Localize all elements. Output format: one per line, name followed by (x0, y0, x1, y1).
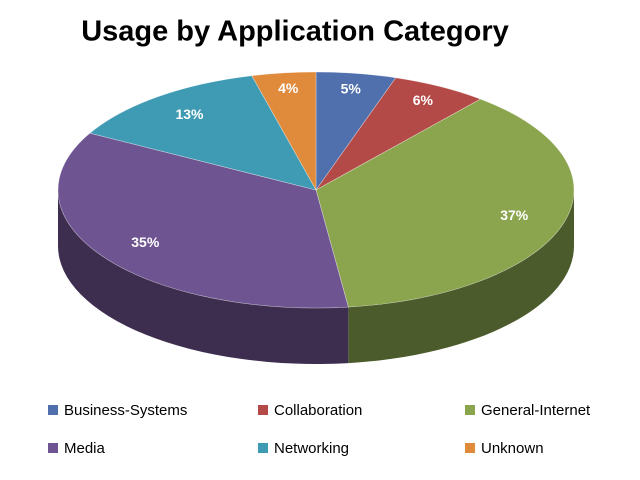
legend-label: Unknown (481, 440, 544, 457)
legend-swatch (258, 405, 268, 415)
legend-swatch (258, 443, 268, 453)
legend-swatch (48, 443, 58, 453)
legend-swatch (465, 405, 475, 415)
pie-slice-side (58, 190, 349, 365)
pie-slice (251, 71, 317, 192)
pie-slice-side (348, 190, 574, 364)
legend-label: Networking (274, 440, 349, 457)
data-label: 37% (500, 207, 529, 223)
chart-title: Usage by Application Category (81, 16, 509, 48)
data-label: 5% (341, 80, 362, 96)
data-label: 35% (131, 234, 160, 250)
data-label: 6% (413, 92, 434, 108)
data-label: 13% (175, 106, 204, 122)
pie-slice (89, 75, 317, 191)
legend-label: Media (64, 440, 106, 457)
legend-label: General-Internet (481, 402, 591, 419)
legend-label: Collaboration (274, 402, 362, 419)
legend-swatch (465, 443, 475, 453)
legend-swatch (48, 405, 58, 415)
pie-slice (315, 98, 575, 308)
legend-label: Business-Systems (64, 402, 187, 419)
data-label: 4% (278, 80, 299, 96)
pie-slice (57, 132, 349, 309)
